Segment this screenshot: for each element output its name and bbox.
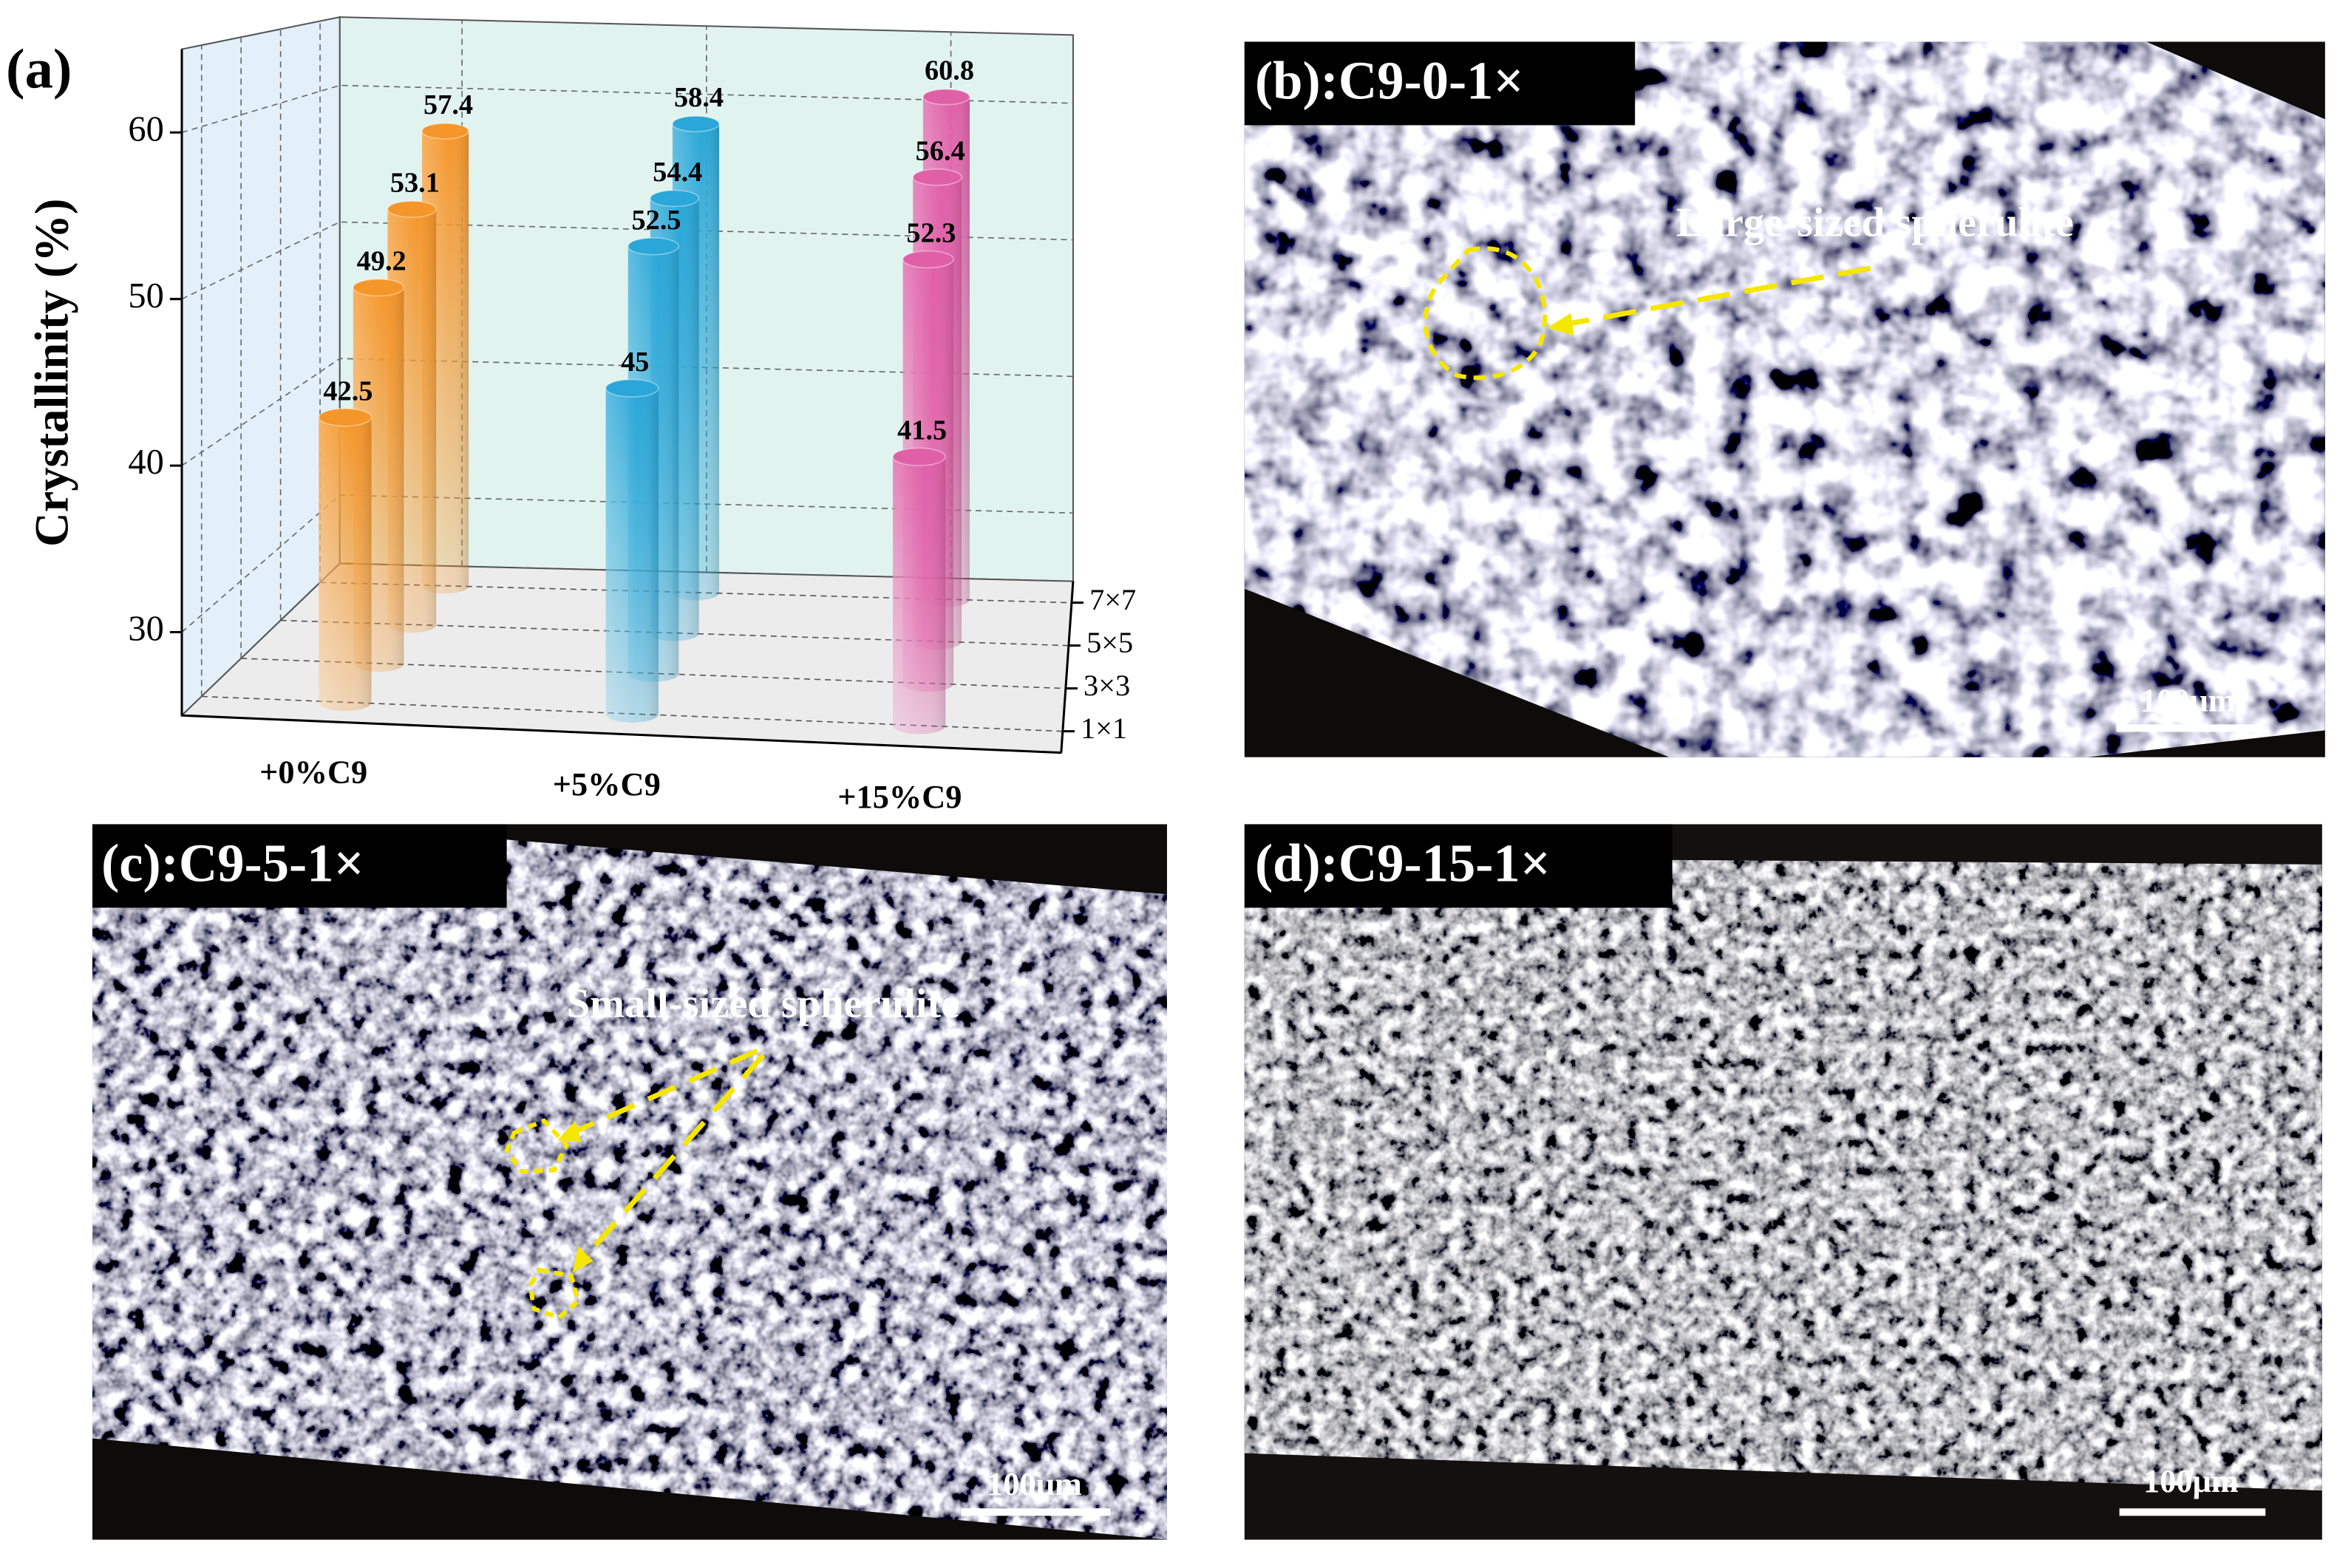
depth-tick-label: 3×3 [1084,669,1130,702]
grid-line [181,84,1073,134]
axis-line [1060,581,1075,753]
scale-bar-label: 100μm [2140,681,2236,718]
annotation: Small-sized spherulite [567,981,960,1027]
bar-top [650,189,700,208]
bar-top [922,88,970,106]
depth-tick-label: 5×5 [1086,626,1133,659]
spherulite-outline [504,1118,569,1174]
y-tick-label: 40 [128,443,163,482]
bar-top [421,123,469,140]
bar-top [902,250,954,269]
arrow-head [572,1246,593,1273]
value-label: 49.2 [357,246,406,277]
depth-tick-label: 7×7 [1089,583,1136,616]
value-label: 42.5 [323,375,373,406]
bar-top [912,168,962,186]
x-tick-label: +5%C9 [553,766,661,802]
value-label: 45 [621,347,649,378]
value-label: 41.5 [897,415,947,446]
annotation: Large-sized spherulite [1676,200,2074,246]
label-box [1244,41,1636,126]
scale-bar [961,1508,1111,1516]
bar-top [627,237,680,256]
value-label: 60.8 [925,55,974,86]
arrow [582,1053,766,1260]
value-label: 57.4 [423,89,473,120]
sample [92,834,1167,1540]
bar-top [672,115,720,132]
bar-top [318,408,373,427]
y-tick-label: 60 [128,109,163,149]
x-tick-label: +15%C9 [837,778,962,815]
micrograph-d: (d):C9-15-1× 100μm [1244,824,2322,1540]
arrow-head [1547,313,1574,335]
depth-tick-label: 1×1 [1081,712,1127,745]
value-label: 56.4 [916,135,965,166]
grid-line [181,358,1073,466]
arrow-head [557,1120,582,1142]
y-tick-label: 30 [128,610,163,649]
panel-label: (a) [6,37,72,100]
scale-bar [2116,724,2263,732]
y-tick-label: 50 [128,276,163,316]
bar-top [605,378,659,398]
value-label: 52.3 [906,218,956,249]
micrograph-c: (c):C9-5-1× Small-sized spherulite 100μm [92,824,1167,1540]
sample [1244,41,2325,757]
bar-top [892,447,947,466]
bar-shade [893,457,946,734]
value-label: 53.1 [390,168,440,199]
label-box [1244,824,1673,908]
panel-label: (d):C9-15-1× [1255,834,1551,893]
spherulite-outline [528,1267,581,1320]
bar-shade [319,417,372,712]
arrow [571,1048,758,1136]
value-label: 54.4 [653,157,702,188]
chart: 1×1 3×3 5×5 7×7 30 40 50 60 Crystallinity (%) (a)… [6,16,1136,815]
label-box [92,824,507,908]
bar-shade [605,388,659,723]
axis-line [181,714,1061,754]
scale-bar-label: 100μm [987,1465,1082,1502]
micrograph-b: (b):C9-0-1× Large-sized spherulite 100μm [1244,41,2325,757]
scale-bar-label: 100μm [2143,1462,2239,1499]
sample [1244,856,2322,1491]
arrow [1561,265,1871,328]
panel-label: (b):C9-0-1× [1255,51,1524,111]
scale-bar [2119,1508,2266,1516]
value-label: 52.5 [632,205,681,236]
spherulite-outline [1423,246,1548,381]
value-label: 58.4 [674,82,724,113]
y-axis-label: Crystallinity (%) [24,199,78,547]
bar-top [387,200,438,218]
bar-top [353,278,405,297]
panel-label: (c):C9-5-1× [101,834,364,893]
x-tick-label: +0%C9 [259,753,367,790]
